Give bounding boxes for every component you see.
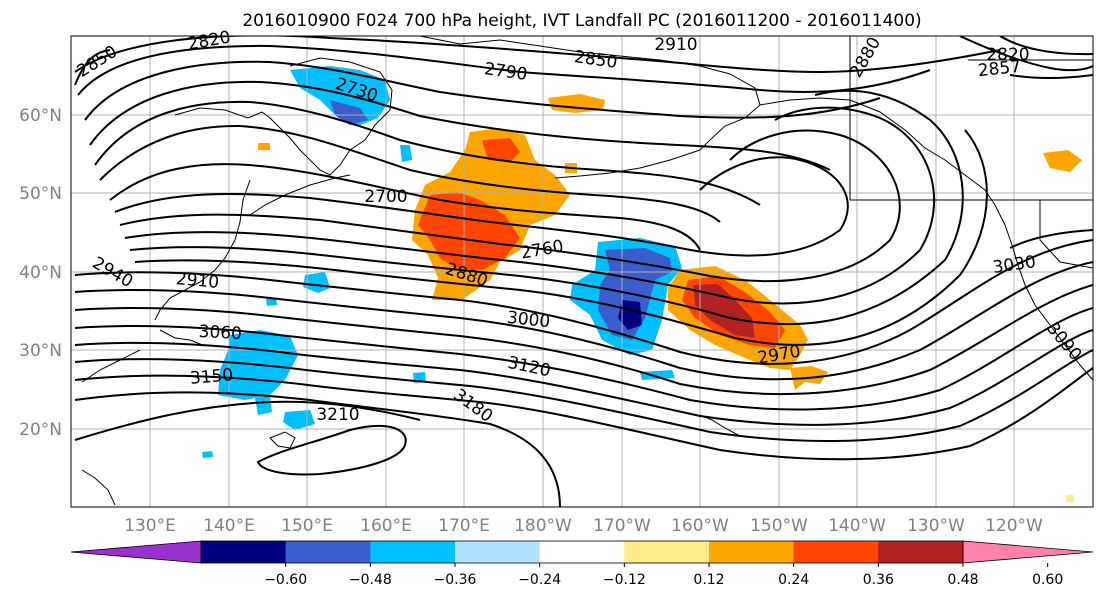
map-border (70, 35, 1094, 508)
colorbar-tick-label: 0.24 (778, 572, 809, 588)
height-contours (74, 36, 1093, 507)
colorbar-swatch (624, 541, 710, 563)
lon-label: 170°W (593, 516, 651, 536)
lon-label: 130°E (124, 516, 176, 536)
lon-label: 160°W (671, 516, 729, 536)
lon-label: 120°W (985, 516, 1043, 536)
contour-label: 2910 (654, 35, 697, 55)
lon-label: 140°W (828, 516, 886, 536)
colorbar-swatches (70, 540, 1094, 564)
colorbar-swatch (370, 541, 456, 563)
lon-label: 140°E (203, 516, 255, 536)
colorbar-tick-label: −0.36 (434, 572, 477, 588)
lat-label: 40°N (19, 263, 62, 283)
colorbar-swatch (793, 541, 879, 563)
lon-label: 170°E (438, 516, 490, 536)
colorbar-extend-high (962, 540, 1094, 564)
contour-label: 2820 (986, 45, 1029, 65)
colorbar-swatch (709, 541, 795, 563)
lat-label: 30°N (19, 341, 62, 361)
lon-label: 130°W (907, 516, 965, 536)
latitude-labels: 60°N 50°N 40°N 30°N 20°N (19, 106, 62, 440)
colorbar-tick-label: −0.24 (518, 572, 561, 588)
colorbar-tick-label: 0.48 (947, 572, 978, 588)
colorbar-tick-label: −0.60 (264, 572, 307, 588)
colorbar-tick-label: −0.12 (603, 572, 646, 588)
lon-label: 160°E (360, 516, 412, 536)
colorbar-outline (200, 540, 964, 564)
colorbar-tick-label: 0.36 (863, 572, 894, 588)
colorbar: −0.60 −0.48 −0.36 −0.24 −0.12 0.12 0.24 0.36 0.4… (70, 540, 1094, 588)
map-panel: 2850 2820 2850 2910 2790 2730 2880 2820 … (70, 27, 1094, 508)
contour-label: 2910 (175, 269, 220, 293)
contour-label: 2857 (977, 57, 1022, 81)
colorbar-extend-low (70, 540, 202, 564)
contour-label: 3150 (189, 365, 234, 389)
colorbar-swatch (539, 541, 625, 563)
contour-label: 2700 (364, 187, 407, 207)
figure-title: 2016010900 F024 700 hPa height, IVT Land… (242, 11, 921, 31)
coastlines (81, 36, 1093, 506)
contour-label: 3000 (506, 308, 551, 332)
colorbar-swatch (201, 541, 287, 563)
contour-label: 3210 (316, 405, 359, 425)
lon-label: 150°E (281, 516, 333, 536)
colorbar-swatch (878, 541, 964, 563)
lat-label: 20°N (19, 420, 62, 440)
lat-label: 50°N (19, 184, 62, 204)
colorbar-ticks: −0.60 −0.48 −0.36 −0.24 −0.12 0.12 0.24 0.36 0.4… (264, 563, 1063, 588)
colorbar-tick-label: 0.60 (1032, 572, 1063, 588)
colorbar-swatch (285, 541, 371, 563)
colorbar-tick-label: 0.12 (693, 572, 724, 588)
lon-label: 180°W (514, 516, 572, 536)
contour-label: 3060 (198, 322, 242, 344)
colorbar-tick-label: −0.48 (349, 572, 392, 588)
lon-label: 150°W (750, 516, 808, 536)
colorbar-swatch (455, 541, 541, 563)
lat-label: 60°N (19, 106, 62, 126)
longitude-labels: 130°E 140°E 150°E 160°E 170°E 180°W 170°… (124, 516, 1043, 536)
